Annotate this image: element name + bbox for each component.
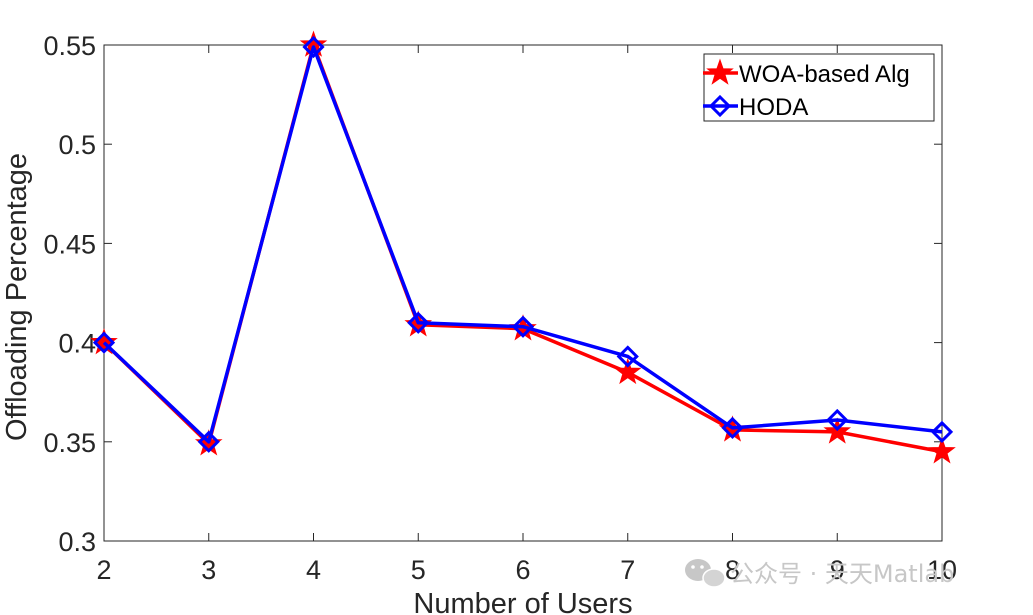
diamond-marker (616, 345, 639, 368)
series-layer (90, 30, 956, 464)
x-tick-label: 4 (306, 555, 321, 585)
star-marker (90, 328, 118, 355)
diamond-marker (930, 420, 954, 444)
star-marker (928, 437, 956, 464)
y-tick-label: 0.4 (58, 329, 96, 359)
x-tick-labels: 2 3 4 5 6 7 8 9 10 (96, 555, 957, 585)
watermark-text: 公众号 · 天天Matlab (730, 560, 954, 588)
x-tick-label: 5 (411, 555, 426, 585)
y-tick-label: 0.45 (43, 229, 96, 259)
diamond-marker (511, 315, 535, 338)
axis-ticks (103, 44, 943, 542)
y-tick-label: 0.35 (43, 428, 96, 458)
diamond-marker (826, 408, 849, 432)
x-tick-label: 10 (927, 555, 957, 585)
wechat-icon (685, 559, 726, 588)
diamond-marker (197, 430, 220, 453)
x-tick-label: 3 (201, 555, 216, 585)
y-tick-label: 0.3 (58, 527, 96, 557)
diamond-marker (721, 416, 744, 440)
diamond-marker (708, 94, 732, 118)
x-axis-title: Number of Users (413, 588, 632, 615)
legend-entry: WOA-based Alg (703, 58, 910, 88)
star-marker (706, 58, 734, 85)
diamond-marker (92, 331, 116, 354)
diamond-marker (302, 35, 325, 59)
legend-box (703, 53, 935, 122)
x-tick-label: 7 (620, 555, 635, 585)
x-tick-label: 8 (725, 555, 740, 585)
legend-entries: WOA-based Alg HODA (703, 58, 910, 121)
y-tick-label: 0.5 (58, 130, 96, 160)
watermark: 公众号 · 天天Matlab (685, 559, 954, 588)
series-diamond (92, 35, 954, 453)
plot-area (103, 44, 943, 542)
legend-entry: HODA (703, 94, 808, 121)
star-marker (613, 357, 642, 385)
y-tick-labels: 0.3 0.35 0.4 0.45 0.5 0.55 (43, 31, 96, 557)
y-axis-title: Offloading Percentage (1, 153, 33, 441)
x-tick-label: 6 (515, 555, 530, 585)
x-tick-label: 2 (96, 555, 111, 585)
x-tick-label: 9 (830, 555, 845, 585)
legend-label: WOA-based Alg (739, 61, 910, 88)
diamond-marker (407, 311, 430, 334)
legend-label: HODA (739, 94, 808, 121)
series-line (102, 45, 943, 444)
legend: WOA-based Alg HODA (703, 53, 935, 122)
y-tick-label: 0.55 (43, 31, 96, 61)
